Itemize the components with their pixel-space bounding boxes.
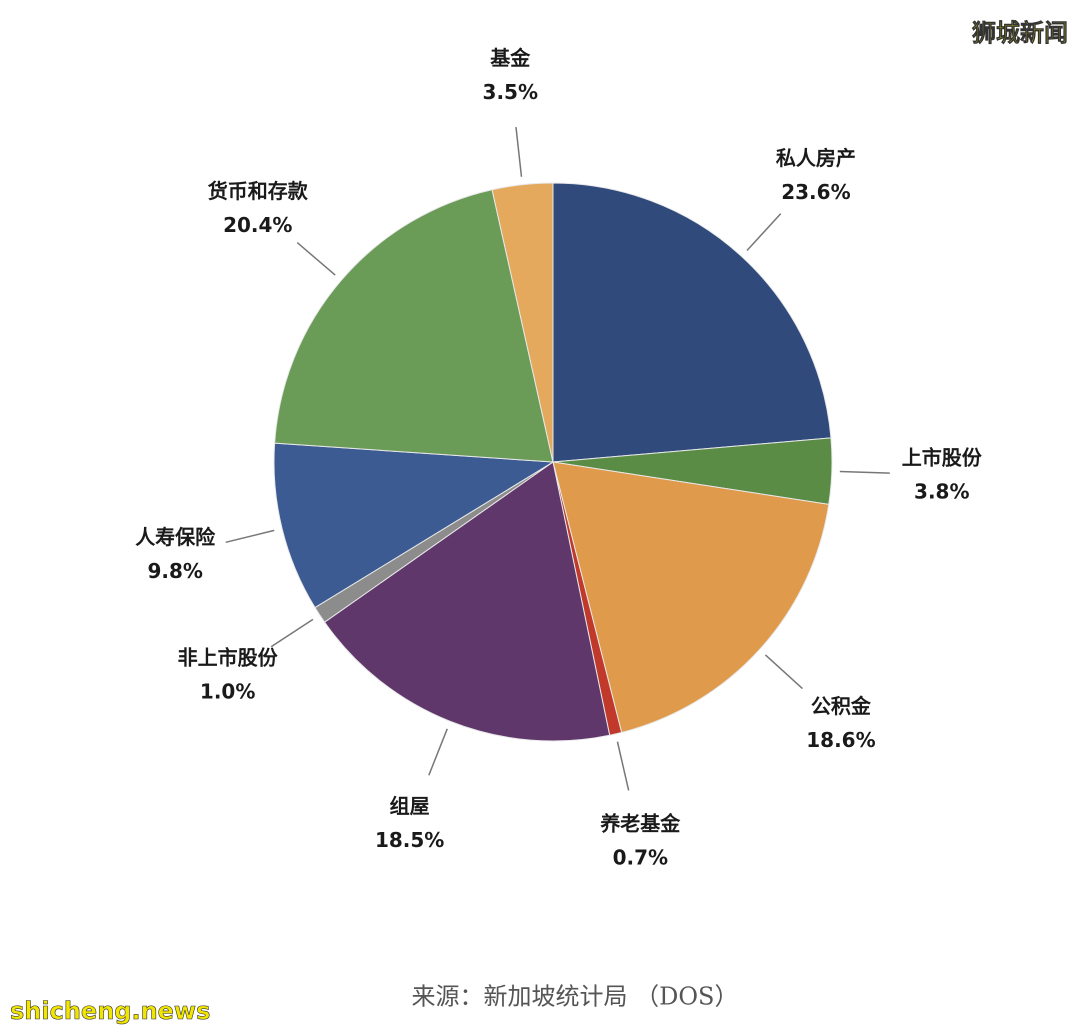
slice-value-label: 1.0%	[200, 680, 255, 704]
watermark: shicheng.news	[10, 997, 210, 1025]
slice-value-label: 23.6%	[781, 180, 850, 204]
slice-label: 私人房产	[776, 146, 856, 170]
slice-label: 非上市股份	[178, 646, 279, 670]
slice-value-label: 9.8%	[147, 559, 202, 583]
pie-slice	[273, 442, 555, 609]
slice-value-label: 0.7%	[613, 846, 668, 870]
pie-slice	[552, 461, 830, 734]
slice-value-label: 20.4%	[223, 213, 292, 237]
slice-value-label: 3.5%	[483, 80, 538, 104]
source-note: 来源：新加坡统计局 （DOS）	[412, 983, 739, 1011]
watermark: 狮城新闻	[972, 19, 1068, 47]
slice-label: 货币和存款	[208, 179, 309, 203]
leader-line	[616, 741, 630, 791]
leader-line	[225, 529, 275, 544]
slice-label: 人寿保险	[135, 525, 216, 549]
slice-value-label: 18.6%	[806, 728, 875, 752]
slice-value-label: 3.8%	[914, 479, 969, 503]
slice-label: 养老基金	[599, 812, 681, 836]
pie-slice	[552, 182, 832, 463]
leader-line	[746, 213, 782, 251]
slice-label: 公积金	[811, 694, 872, 718]
leader-line	[296, 241, 336, 276]
leader-line	[428, 728, 448, 776]
leader-line	[270, 618, 314, 648]
slice-label: 基金	[490, 46, 531, 70]
pie-slice	[274, 189, 554, 463]
leader-line	[839, 470, 890, 474]
slice-value-label: 18.5%	[375, 828, 444, 852]
slice-label: 组屋	[390, 794, 430, 818]
slice-label: 上市股份	[902, 445, 983, 469]
leader-line	[764, 654, 803, 690]
pie-slice	[491, 182, 554, 463]
pie-slice	[323, 461, 611, 742]
leader-line	[515, 126, 523, 177]
